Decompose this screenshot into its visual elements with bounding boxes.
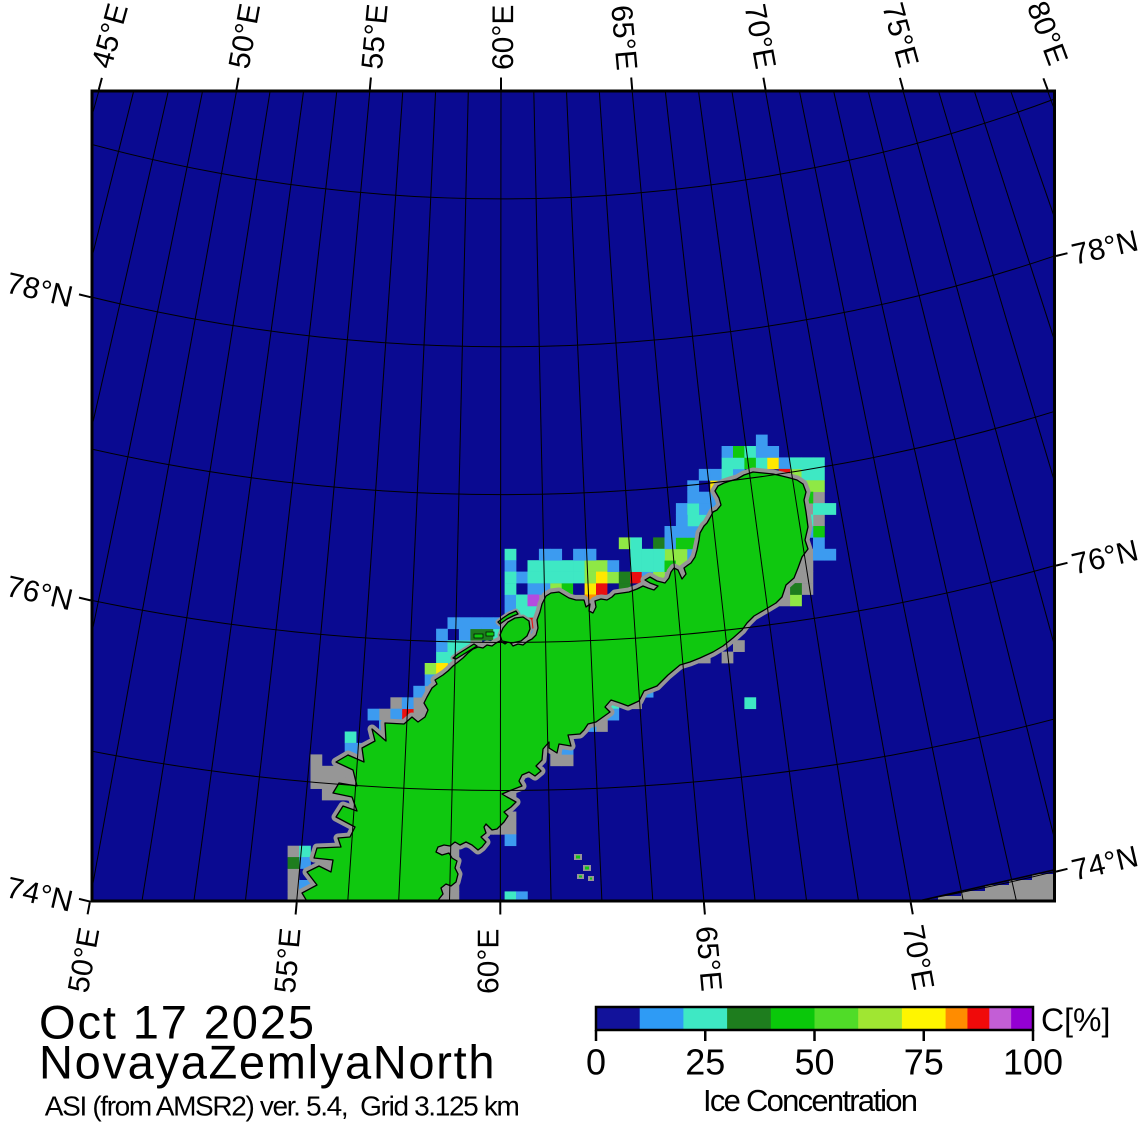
svg-text:25: 25 (685, 1042, 725, 1083)
svg-text:60°E: 60°E (472, 929, 505, 994)
svg-text:100: 100 (1003, 1042, 1063, 1083)
svg-text:65°E: 65°E (604, 4, 643, 72)
svg-text:C[%]: C[%] (1041, 1002, 1110, 1038)
svg-text:ASI (from AMSR2) ver. 5.4, Gr: ASI (from AMSR2) ver. 5.4, Grid 3.125 km (45, 1091, 520, 1122)
svg-text:NovayaZemlyaNorth: NovayaZemlyaNorth (39, 1036, 495, 1089)
svg-text:Oct 17 2025: Oct 17 2025 (39, 996, 314, 1049)
svg-text:Ice Concentration: Ice Concentration (703, 1083, 918, 1118)
svg-text:50: 50 (794, 1042, 834, 1083)
svg-text:60°E: 60°E (487, 5, 520, 70)
svg-text:55°E: 55°E (269, 927, 308, 995)
svg-text:0: 0 (586, 1042, 606, 1083)
svg-text:55°E: 55°E (356, 3, 395, 71)
svg-text:75: 75 (904, 1042, 944, 1083)
svg-text:65°E: 65°E (689, 925, 728, 993)
